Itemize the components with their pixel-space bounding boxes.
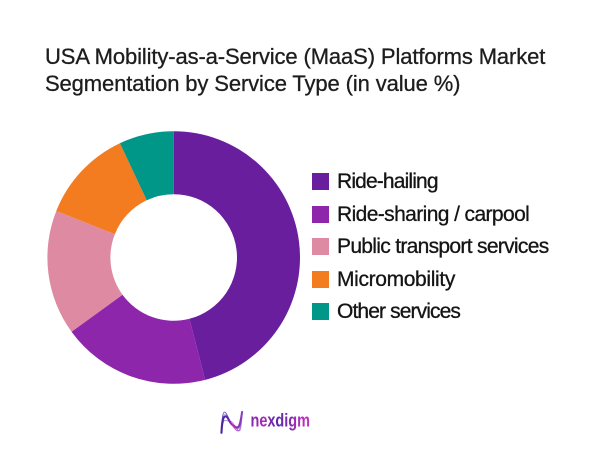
svg-text:nexdigm: nexdigm	[251, 411, 311, 431]
